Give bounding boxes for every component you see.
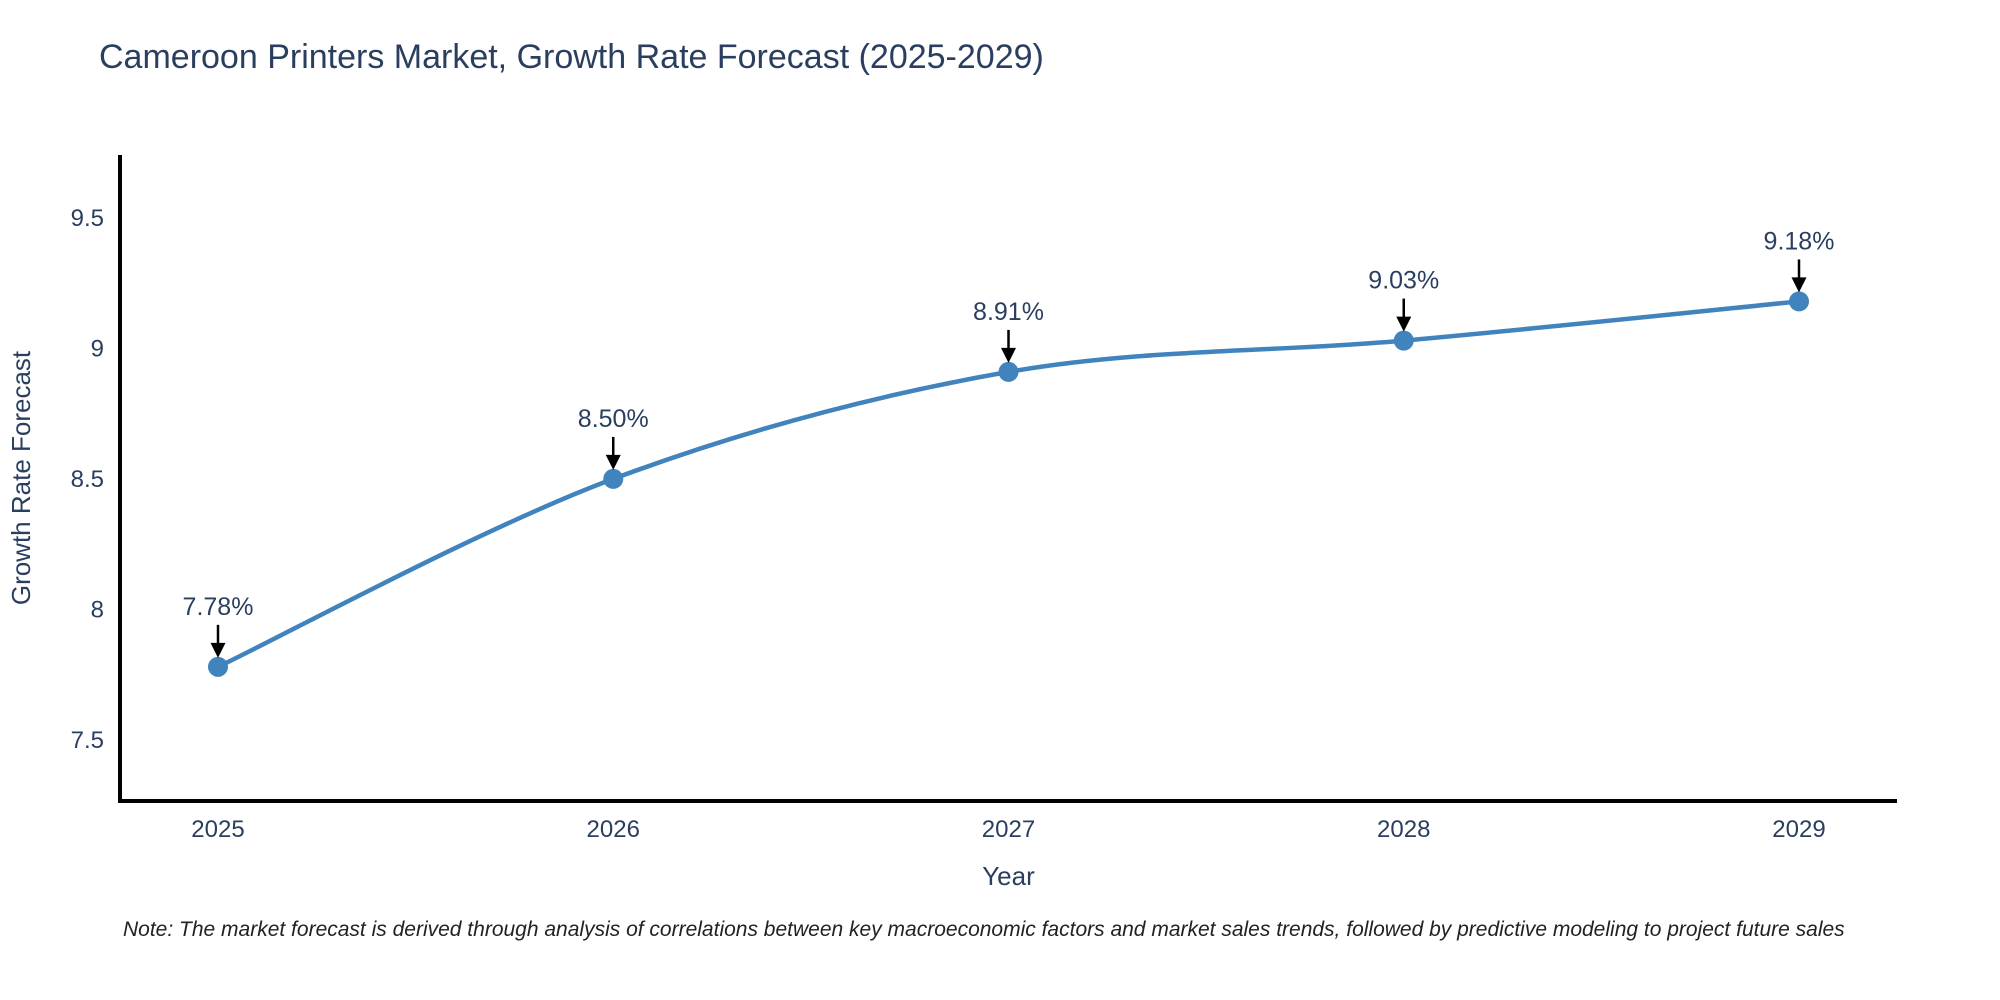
data-point-marker[interactable]	[208, 656, 228, 677]
x-tick-label: 2025	[191, 816, 244, 843]
footnote: Note: The market forecast is derived thr…	[123, 918, 1845, 941]
annotation-arrowhead	[1791, 277, 1807, 293]
x-tick-label: 2029	[1772, 816, 1825, 843]
data-point-marker[interactable]	[603, 468, 624, 489]
data-point-label: 9.03%	[1368, 267, 1439, 295]
annotation-arrowhead	[1001, 347, 1016, 363]
data-point-marker[interactable]	[1393, 330, 1414, 351]
y-tick-label: 9.5	[71, 205, 104, 232]
x-tick-label: 2027	[982, 816, 1035, 843]
chart-title: Cameroon Printers Market, Growth Rate Fo…	[99, 38, 1044, 76]
y-tick-label: 8.5	[71, 466, 104, 493]
y-axis-title: Growth Rate Forecast	[6, 350, 36, 605]
y-tick-label: 7.5	[71, 727, 104, 754]
x-axis-title: Year	[982, 861, 1035, 891]
data-point-label: 8.91%	[973, 298, 1044, 326]
data-point-label: 9.18%	[1764, 227, 1835, 255]
annotation-arrowhead	[210, 642, 226, 658]
data-point-label: 7.78%	[183, 593, 254, 621]
y-tick-label: 9	[91, 335, 104, 362]
data-point-marker[interactable]	[1789, 291, 1809, 312]
x-tick-label: 2026	[587, 816, 640, 843]
annotation-arrowhead	[1396, 316, 1412, 332]
x-tick-label: 2028	[1377, 816, 1430, 843]
annotation-arrowhead	[605, 454, 621, 470]
data-point-marker[interactable]	[998, 361, 1019, 382]
data-point-label: 8.50%	[578, 405, 649, 433]
y-tick-label: 8	[91, 596, 104, 623]
